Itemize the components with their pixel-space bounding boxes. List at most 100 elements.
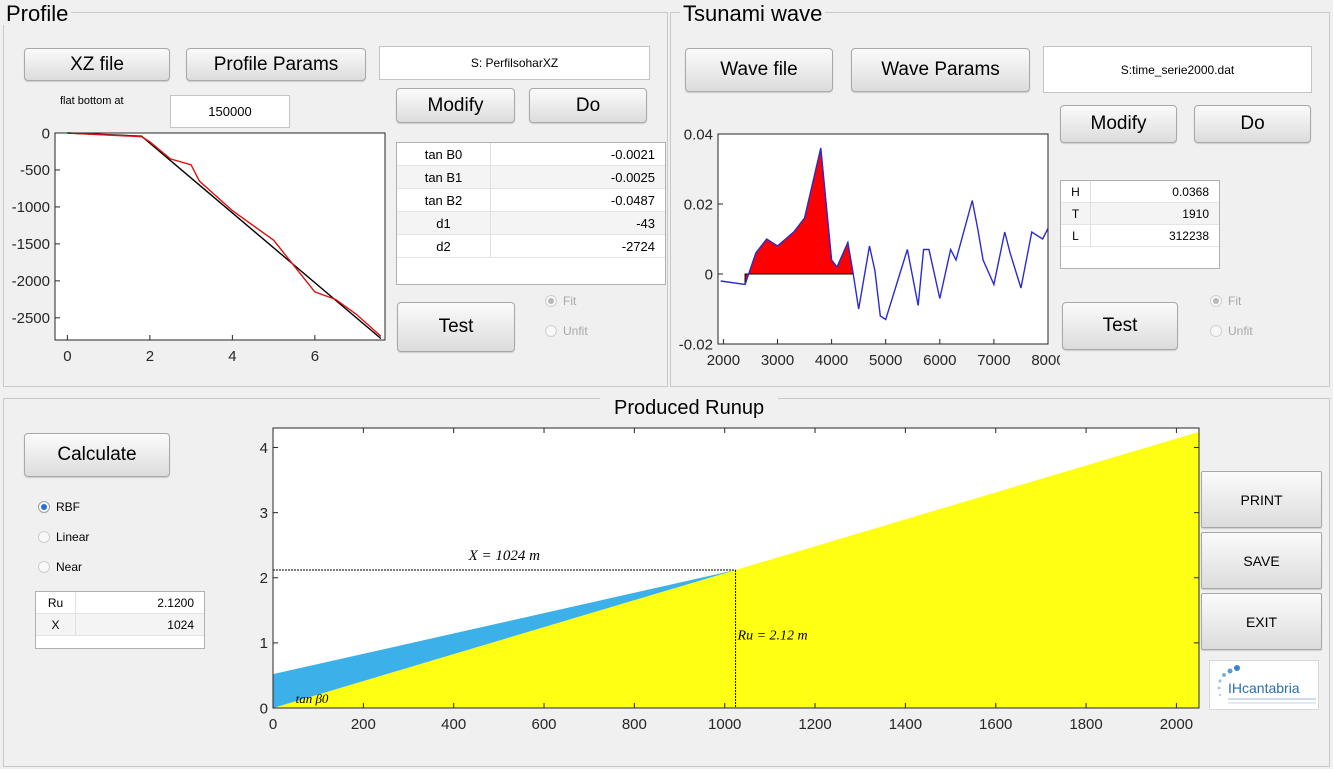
result-value[interactable]: 1024 [167,617,194,632]
param-value[interactable]: -2724 [621,238,655,254]
plot-frame [272,427,1200,709]
x-tick-label: 1400 [889,716,922,733]
param-value[interactable]: -0.0025 [610,169,655,185]
param-value[interactable]: 1910 [1182,206,1209,221]
y-tick-label: -2500 [12,310,50,327]
wave-unfit-radio[interactable]: Unfit [1210,324,1253,338]
param-value[interactable]: -0.0487 [610,192,655,208]
water-area [273,569,736,708]
wave-test-button[interactable]: Test [1062,302,1178,350]
radio-label: Unfit [1228,324,1253,338]
param-value[interactable]: 0.0368 [1172,184,1209,199]
wave-file-button[interactable]: Wave file [685,48,833,92]
y-tick-label: 0 [705,266,713,283]
x-tick-label: 200 [351,716,376,733]
flat-bottom-input[interactable]: 150000 [170,95,290,128]
x-tick-label: 1200 [798,716,831,733]
profile-fit-radio[interactable]: Fit [545,294,576,308]
y-tick-label: -1500 [12,236,50,253]
x-tick-label: 1000 [708,716,741,733]
ru-annotation: Ru = 2.12 m [737,629,808,644]
y-tick-label: -500 [20,162,50,179]
profile-params-table: tan B0 -0.0021 tan B1 -0.0025 tan B2 -0.048… [396,142,666,285]
x-tick-label: 2000 [707,352,740,369]
x-tick-label: 0 [63,348,71,365]
profile-modify-button[interactable]: Modify [396,88,515,123]
param-name: tan B0 [397,143,491,165]
param-value[interactable]: 312238 [1168,228,1209,243]
wave-params-table: H 0.0368 T 1910 L 312238 [1060,180,1220,269]
table-row: L 312238 [1061,225,1219,247]
wave-params-button[interactable]: Wave Params [851,48,1030,92]
x-tick-label: 4000 [815,352,848,369]
x-tick-label: 3000 [761,352,794,369]
y-tick-label: 0 [42,125,50,142]
near-radio[interactable]: Near [38,560,82,574]
wave-do-button[interactable]: Do [1194,105,1311,143]
y-tick-label: 2 [260,570,268,587]
ihcantabria-logo: IHcantabria [1209,660,1319,710]
y-tick-label: -1000 [12,199,50,216]
result-name: X [36,614,76,635]
param-name: L [1061,225,1091,246]
x-tick-label: 5000 [869,352,902,369]
profile-do-button[interactable]: Do [529,88,647,123]
print-button[interactable]: PRINT [1201,471,1322,528]
profile-unfit-radio[interactable]: Unfit [545,324,588,338]
radio-dot [1210,295,1222,307]
linear-radio[interactable]: Linear [38,530,89,544]
table-row: d2 -2724 [397,235,665,258]
param-value[interactable]: -43 [636,215,655,231]
wave-fit-radio[interactable]: Fit [1210,294,1241,308]
table-row: Ru 2.1200 [36,592,204,614]
table-row: T 1910 [1061,203,1219,225]
wave-file-field[interactable]: S:time_serie2000.dat [1043,46,1312,93]
y-tick-label: -2000 [12,273,50,290]
radio-dot [38,561,50,573]
x-tick-label: 600 [532,716,557,733]
calculate-button[interactable]: Calculate [24,433,170,477]
param-value[interactable]: -0.0021 [610,146,655,162]
profile-file-field[interactable]: S: PerfilsoharXZ [379,46,650,80]
x-tick-label: 0 [269,716,277,733]
profile-params-button[interactable]: Profile Params [186,48,366,81]
param-name: tan B1 [397,166,491,188]
x-tick-label: 1800 [1069,716,1102,733]
x-tick-label: 800 [622,716,647,733]
runup-title: Produced Runup [600,397,779,419]
x-tick-label: 400 [441,716,466,733]
save-button[interactable]: SAVE [1201,532,1322,589]
plot-area [718,134,1048,344]
x-tick-label: 4 [228,348,236,365]
profile-test-button[interactable]: Test [397,302,515,352]
table-row: H 0.0368 [1061,181,1219,203]
rbf-radio[interactable]: RBF [38,500,80,514]
tan-annotation: tan β0 [296,691,329,706]
x-tick-label: 7000 [977,352,1010,369]
table-row: tan B0 -0.0021 [397,143,665,166]
result-value[interactable]: 2.1200 [157,595,194,610]
param-name: d2 [397,235,491,257]
radio-label: Fit [563,294,577,308]
radio-dot [545,325,557,337]
param-name: d1 [397,212,491,234]
y-tick-label: 4 [260,440,268,457]
result-name: Ru [36,592,76,613]
wave-modify-button[interactable]: Modify [1060,105,1177,143]
x-tick-label: 6000 [923,352,956,369]
radio-dot [545,295,557,307]
radio-label: Linear [56,530,90,544]
radio-dot [38,531,50,543]
profile-data-line [67,132,382,337]
y-tick-label: 0 [260,700,268,717]
param-name: tan B2 [397,189,491,211]
logo-text: IHcantabria [1228,680,1300,696]
profile-title: Profile [3,3,72,25]
plot-frame [717,133,1049,345]
x-tick-label: 1600 [979,716,1012,733]
exit-button[interactable]: EXIT [1201,593,1322,650]
xz-file-button[interactable]: XZ file [24,48,170,81]
param-name: T [1061,203,1091,224]
radio-label: Fit [1228,294,1242,308]
profile-chart: 0 2 4 6 0 -500 -1000 -1500 -2000 -2500 [12,125,386,365]
